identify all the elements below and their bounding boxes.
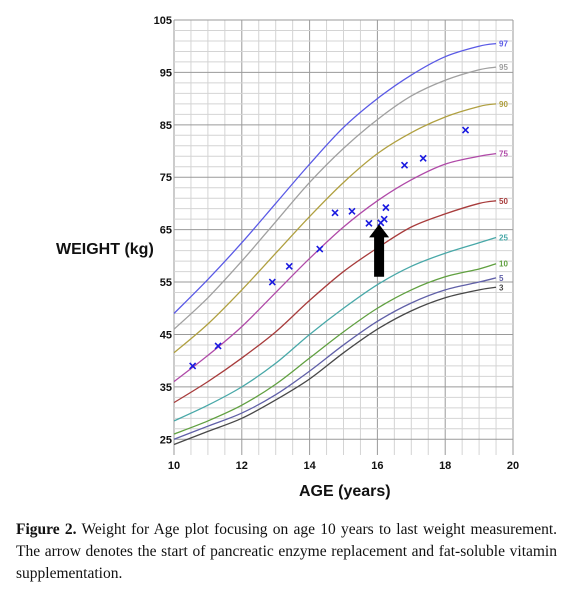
measurement-marker xyxy=(268,278,276,286)
percentile-curve-90 xyxy=(173,103,497,354)
caption-label: Figure 2. xyxy=(16,521,77,538)
percentile-curve-25 xyxy=(173,236,497,422)
measurement-marker xyxy=(348,207,356,215)
up-arrow-icon xyxy=(369,224,390,277)
x-tick-label: 18 xyxy=(439,460,451,472)
y-tick-label: 55 xyxy=(160,277,172,289)
y-tick-label: 95 xyxy=(160,67,172,79)
percentile-curve-5 xyxy=(173,277,497,440)
percentile-label-50: 50 xyxy=(499,197,508,206)
y-tick-label: 65 xyxy=(160,225,172,237)
measurement-marker xyxy=(365,219,373,227)
percentile-label-97: 97 xyxy=(499,40,508,49)
figure-caption: Figure 2. Weight for Age plot focusing o… xyxy=(16,519,557,585)
measurement-marker xyxy=(285,262,293,270)
percentile-label-95: 95 xyxy=(499,63,508,72)
percentile-label-5: 5 xyxy=(499,274,504,283)
percentile-curve-95 xyxy=(173,66,497,330)
x-tick-label: 10 xyxy=(168,460,180,472)
x-tick-label: 20 xyxy=(507,460,519,472)
percentile-label-10: 10 xyxy=(499,260,508,269)
percentile-label-90: 90 xyxy=(499,100,508,109)
percentile-curve-97 xyxy=(173,42,497,314)
percentile-curve-3 xyxy=(173,286,497,446)
y-axis-title: WEIGHT (kg) xyxy=(56,241,154,258)
x-tick-label: 12 xyxy=(236,460,248,472)
percentile-curves: 97 95 90 75 50 25 10 53 xyxy=(173,40,508,446)
percentile-label-75: 75 xyxy=(499,150,508,159)
measurement-marker xyxy=(316,245,324,253)
measurement-marker xyxy=(380,215,388,223)
annotation-arrow xyxy=(369,224,390,277)
percentile-label-3: 3 xyxy=(499,283,504,292)
measurement-points xyxy=(189,126,470,370)
x-axis-title: AGE (years) xyxy=(299,483,391,500)
measurement-marker xyxy=(214,342,222,350)
measurement-marker xyxy=(331,209,339,217)
chart-grid xyxy=(173,19,514,455)
measurement-marker xyxy=(400,161,409,169)
y-tick-label: 25 xyxy=(160,434,172,446)
x-tick-label: 14 xyxy=(303,460,316,472)
y-tick-label: 35 xyxy=(160,382,172,394)
percentile-curve-50 xyxy=(173,200,497,404)
measurement-marker xyxy=(461,126,470,134)
percentile-curve-10 xyxy=(173,263,497,435)
percentile-curve-75 xyxy=(173,153,497,383)
measurement-marker xyxy=(189,362,197,370)
measurement-marker xyxy=(419,154,427,162)
caption-text: Weight for Age plot focusing on age 10 y… xyxy=(16,521,558,582)
x-tick-label: 16 xyxy=(371,460,383,472)
y-tick-label: 75 xyxy=(160,172,172,184)
y-tick-label: 105 xyxy=(154,15,172,27)
y-tick-label: 45 xyxy=(160,329,172,341)
y-tick-label: 85 xyxy=(160,120,172,132)
measurement-marker xyxy=(382,204,390,212)
percentile-label-25: 25 xyxy=(499,234,508,243)
